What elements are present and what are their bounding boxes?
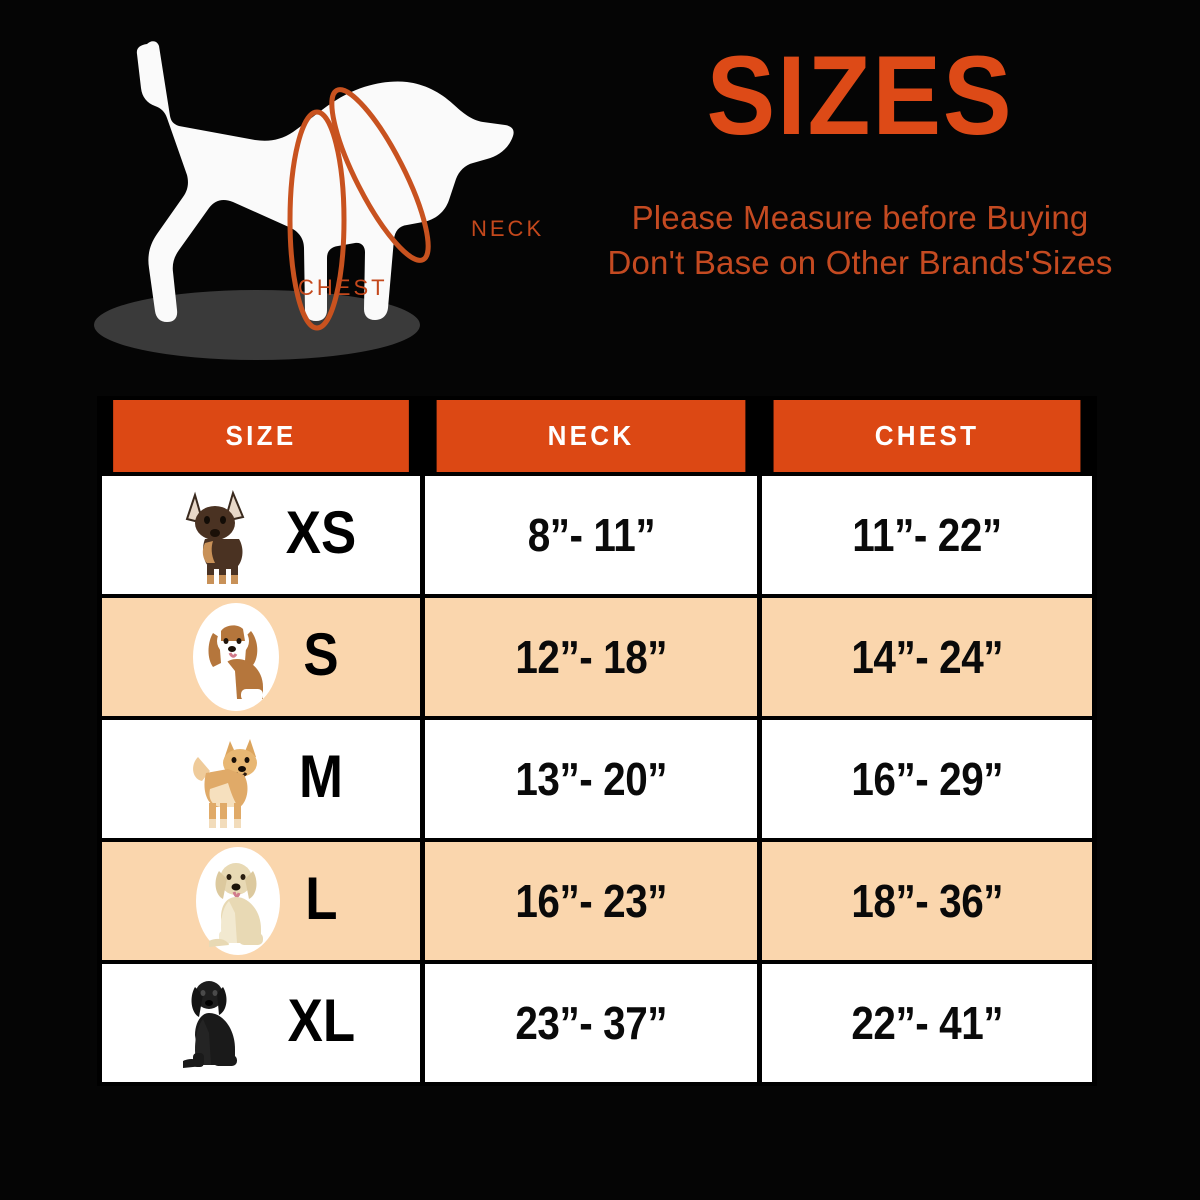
size-label: M bbox=[298, 743, 343, 810]
size-chart-table: SIZE NECK CHEST XS 8”- 11” 11”- 22” S 12”- 1… bbox=[97, 396, 1097, 1086]
cell-size: M bbox=[102, 720, 420, 838]
labrador-sitting-icon bbox=[183, 845, 293, 957]
cell-chest: 18”- 36” bbox=[762, 842, 1092, 960]
cell-chest: 16”- 29” bbox=[762, 720, 1092, 838]
cell-chest: 22”- 41” bbox=[762, 964, 1092, 1082]
neck-measurement-value: 12”- 18” bbox=[515, 631, 667, 683]
cell-neck: 12”- 18” bbox=[425, 598, 757, 716]
cell-size: XL bbox=[102, 964, 420, 1082]
hero-subtitle: Please Measure before Buying Don't Base … bbox=[560, 196, 1160, 286]
cell-neck: 13”- 20” bbox=[425, 720, 757, 838]
table-body: XS 8”- 11” 11”- 22” S 12”- 18” 14”- 24” M 13”- … bbox=[102, 476, 1092, 1082]
column-header-neck: NECK bbox=[436, 400, 746, 472]
black-labrador-sitting-icon bbox=[163, 967, 273, 1079]
size-cell-content: M bbox=[102, 720, 420, 838]
size-label: XS bbox=[285, 499, 357, 566]
size-label: S bbox=[303, 621, 339, 688]
neck-measurement-value: 16”- 23” bbox=[515, 875, 667, 927]
dog-silhouette-icon bbox=[136, 41, 514, 322]
size-cell-content: S bbox=[102, 598, 420, 716]
cell-chest: 14”- 24” bbox=[762, 598, 1092, 716]
neck-measure-loop-icon bbox=[329, 87, 431, 263]
table-row: XL 23”- 37” 22”- 41” bbox=[102, 964, 1092, 1082]
neck-measure-label: NECK bbox=[471, 216, 545, 241]
table-header-row: SIZE NECK CHEST bbox=[102, 400, 1092, 472]
hero-section: NECK CHEST SIZES Please Measure before B… bbox=[0, 0, 1200, 390]
hero-text-block: SIZES Please Measure before Buying Don't… bbox=[560, 40, 1160, 286]
cell-size: XS bbox=[102, 476, 420, 594]
cell-size: S bbox=[102, 598, 420, 716]
shiba-inu-standing-icon bbox=[176, 723, 286, 835]
dog-measurement-illustration: NECK CHEST bbox=[55, 20, 555, 370]
chest-measurement-value: 14”- 24” bbox=[851, 631, 1003, 683]
column-header-chest: CHEST bbox=[773, 400, 1081, 472]
table-header: SIZE NECK CHEST bbox=[102, 400, 1092, 472]
neck-measurement-value: 13”- 20” bbox=[515, 753, 667, 805]
chest-measurement-value: 16”- 29” bbox=[851, 753, 1003, 805]
cell-neck: 23”- 37” bbox=[425, 964, 757, 1082]
cell-neck: 16”- 23” bbox=[425, 842, 757, 960]
page-title: SIZES bbox=[706, 33, 1014, 158]
chihuahua-standing-icon bbox=[161, 479, 271, 591]
beagle-sitting-icon bbox=[181, 601, 291, 713]
cell-chest: 11”- 22” bbox=[762, 476, 1092, 594]
table-row: M 13”- 20” 16”- 29” bbox=[102, 720, 1092, 838]
subtitle-line-1: Please Measure before Buying bbox=[631, 199, 1089, 236]
size-cell-content: XL bbox=[102, 964, 420, 1082]
table-row: S 12”- 18” 14”- 24” bbox=[102, 598, 1092, 716]
size-label: L bbox=[304, 865, 338, 932]
chest-measure-loop-icon bbox=[287, 109, 347, 331]
chest-measurement-value: 11”- 22” bbox=[852, 509, 1002, 561]
neck-measurement-value: 8”- 11” bbox=[527, 509, 655, 561]
size-label: XL bbox=[287, 987, 355, 1054]
chest-measurement-value: 22”- 41” bbox=[851, 997, 1003, 1049]
subtitle-line-2: Don't Base on Other Brands'Sizes bbox=[607, 243, 1113, 281]
size-cell-content: XS bbox=[102, 476, 420, 594]
column-header-size: SIZE bbox=[113, 400, 409, 472]
cell-size: L bbox=[102, 842, 420, 960]
chest-measure-label: CHEST bbox=[298, 275, 388, 300]
neck-measurement-value: 23”- 37” bbox=[515, 997, 667, 1049]
cell-neck: 8”- 11” bbox=[425, 476, 757, 594]
size-cell-content: L bbox=[102, 842, 420, 960]
table-row: L 16”- 23” 18”- 36” bbox=[102, 842, 1092, 960]
table-row: XS 8”- 11” 11”- 22” bbox=[102, 476, 1092, 594]
chest-measurement-value: 18”- 36” bbox=[851, 875, 1003, 927]
